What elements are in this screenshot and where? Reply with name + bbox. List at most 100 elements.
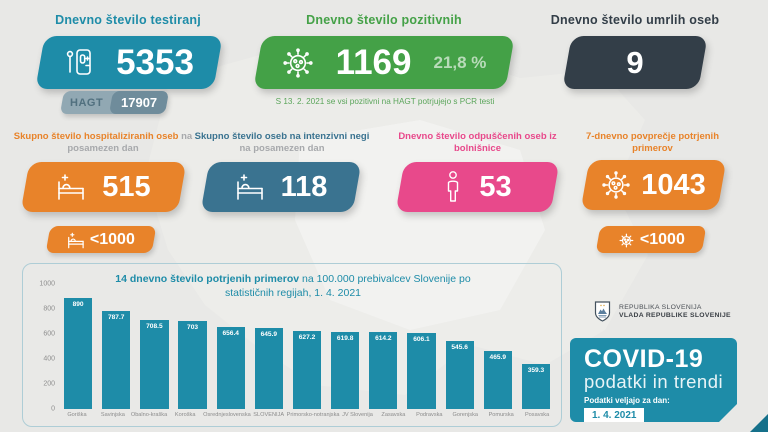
discharged-value: 53 [479,170,512,203]
deaths-value-box: 9 [562,36,708,89]
hagt-label: HAGT [70,96,104,109]
category-label: Osrednjeslovenska [203,412,251,418]
positive-percent: 21,8 % [433,52,487,72]
hospitalized-card-title: Skupno število hospitaliziranih oseb na … [8,131,198,155]
bar-value-label: 627.2 [298,333,316,341]
bar-value-label: 619.8 [336,334,354,342]
bar-column: 627.2 [288,284,326,409]
bar: 787.7 [102,310,131,409]
icu-card-title: Skupno število oseb na intenzivni negi n… [188,131,376,155]
chart-title: 14 dnevno število potrjenih primerov na … [93,272,493,300]
hospitalized-value: 515 [102,170,151,203]
bar-value-label: 606.1 [413,336,430,344]
chart-title-bold: 14 dnevno število potrjenih primerov [115,273,300,285]
bar-value-label: 614.2 [375,335,392,343]
bar-value-label: 890 [72,300,84,308]
positive-note: S 13. 2. 2021 se vsi pozitivni na HAGT p… [275,97,495,106]
chart-plot: 890 787.7 708.5 703 656.4 645.9 627.2 619.8 614.… [59,284,555,409]
bar-column: 545.6 [441,284,479,409]
y-tick-label: 0 [51,405,55,413]
hagt-badge: HAGT 17907 [59,91,170,114]
slovenia-coat-of-arms-icon [594,301,611,322]
government-logo-block: REPUBLIKA SLOVENIJA VLADA REPUBLIKE SLOV… [594,301,731,322]
avg7-card-title: 7-dnevno povprečje potrjenih primerov [585,131,720,154]
virus-icon [618,231,635,248]
virus-icon [601,170,631,200]
deaths-card-title: Dnevno število umrlih oseb [550,13,720,27]
discharged-value-box: 53 [395,162,560,212]
bar-value-label: 359.3 [527,367,545,375]
hospitalized-title-gray: na posamezen dan [67,131,193,154]
bar-column: 465.9 [479,284,517,409]
bar-column: 787.7 [97,284,135,409]
avg7-value-box: 1043 [580,160,727,210]
bar: 708.5 [140,320,169,409]
hospitalized-value-box: 515 [20,162,187,212]
category-label: Zasavska [381,412,406,418]
category-label: Podravska [416,412,443,418]
bar-column: 606.1 [402,284,440,409]
category-label: Posavska [524,412,550,418]
bar-column: 708.5 [135,284,173,409]
hospital-bed-icon [56,173,86,201]
bar-column: 890 [59,284,97,409]
bar: 627.2 [292,330,322,409]
bar-value-label: 708.5 [146,323,163,331]
hospitalized-title-bold: Skupno število hospitaliziranih oseb [13,131,179,142]
hospitalized-threshold-value: <1000 [90,230,135,248]
bar: 656.4 [216,326,245,409]
hagt-value: 17907 [121,95,158,110]
bar-value-label: 787.7 [107,313,125,321]
deaths-value: 9 [626,44,644,80]
y-tick-label: 800 [43,305,55,313]
tests-value: 5353 [116,42,194,82]
category-label: JV Slovenija [342,412,373,418]
avg7-value: 1043 [641,168,706,201]
covid-title: COVID-19 [584,345,704,373]
bar-column: 359.3 [517,284,555,409]
covid-box-fold-corner [750,414,768,432]
person-icon [443,170,463,204]
icu-value: 118 [280,170,328,203]
bar: 545.6 [445,340,474,409]
chart-y-axis: 0 200 400 600 800 1000 [29,280,55,413]
bar-column: 614.2 [364,284,402,409]
bar: 703 [178,321,207,409]
bar: 465.9 [483,350,512,409]
category-label: Savinjska [100,412,125,418]
y-tick-label: 600 [43,330,55,338]
discharged-card-title: Dnevno število odpuščenih oseb iz bolniš… [398,131,557,154]
tests-card-title: Dnevno število testiranj [55,13,201,27]
category-label: Gorenjska [452,412,478,418]
icu-value-box: 118 [200,162,362,212]
bar-column: 656.4 [212,284,250,409]
category-label: Obalno-kraška [130,412,168,418]
y-tick-label: 200 [43,380,55,388]
antigen-test-icon [64,47,98,79]
bar-value-label: 703 [187,324,199,332]
category-label: Goriška [67,412,87,418]
category-label: Primorsko-notranjska [286,412,340,418]
category-label: Pomurska [488,412,514,418]
hospital-bed-icon [67,231,85,248]
tests-value-box: 5353 [35,36,223,89]
bar: 359.3 [521,364,551,409]
bar-value-label: 656.4 [222,329,239,337]
avg7-threshold-badge: <1000 [595,226,707,253]
virus-icon [282,47,314,79]
y-tick-label: 400 [43,355,55,363]
icu-title-gray: na posamezen dan [239,143,325,154]
bar-column: 703 [173,284,211,409]
positive-value-box: 1169 21,8 % [253,36,515,89]
avg7-threshold-value: <1000 [639,230,685,248]
bar: 614.2 [369,332,398,409]
y-tick-label: 1000 [39,280,55,288]
category-label: SLOVENIJA [253,412,285,418]
icu-title-bold: Skupno število oseb na intenzivni negi [194,131,370,142]
date-value-badge: 1. 4. 2021 [584,408,644,423]
covid-branding-box: COVID-19 podatki in trendi Podatki velja… [570,338,737,422]
regional-chart-panel: 14 dnevno število potrjenih primerov na … [22,263,562,427]
hospitalized-threshold-badge: <1000 [45,226,157,253]
positive-card-title: Dnevno število pozitivnih [306,13,462,27]
